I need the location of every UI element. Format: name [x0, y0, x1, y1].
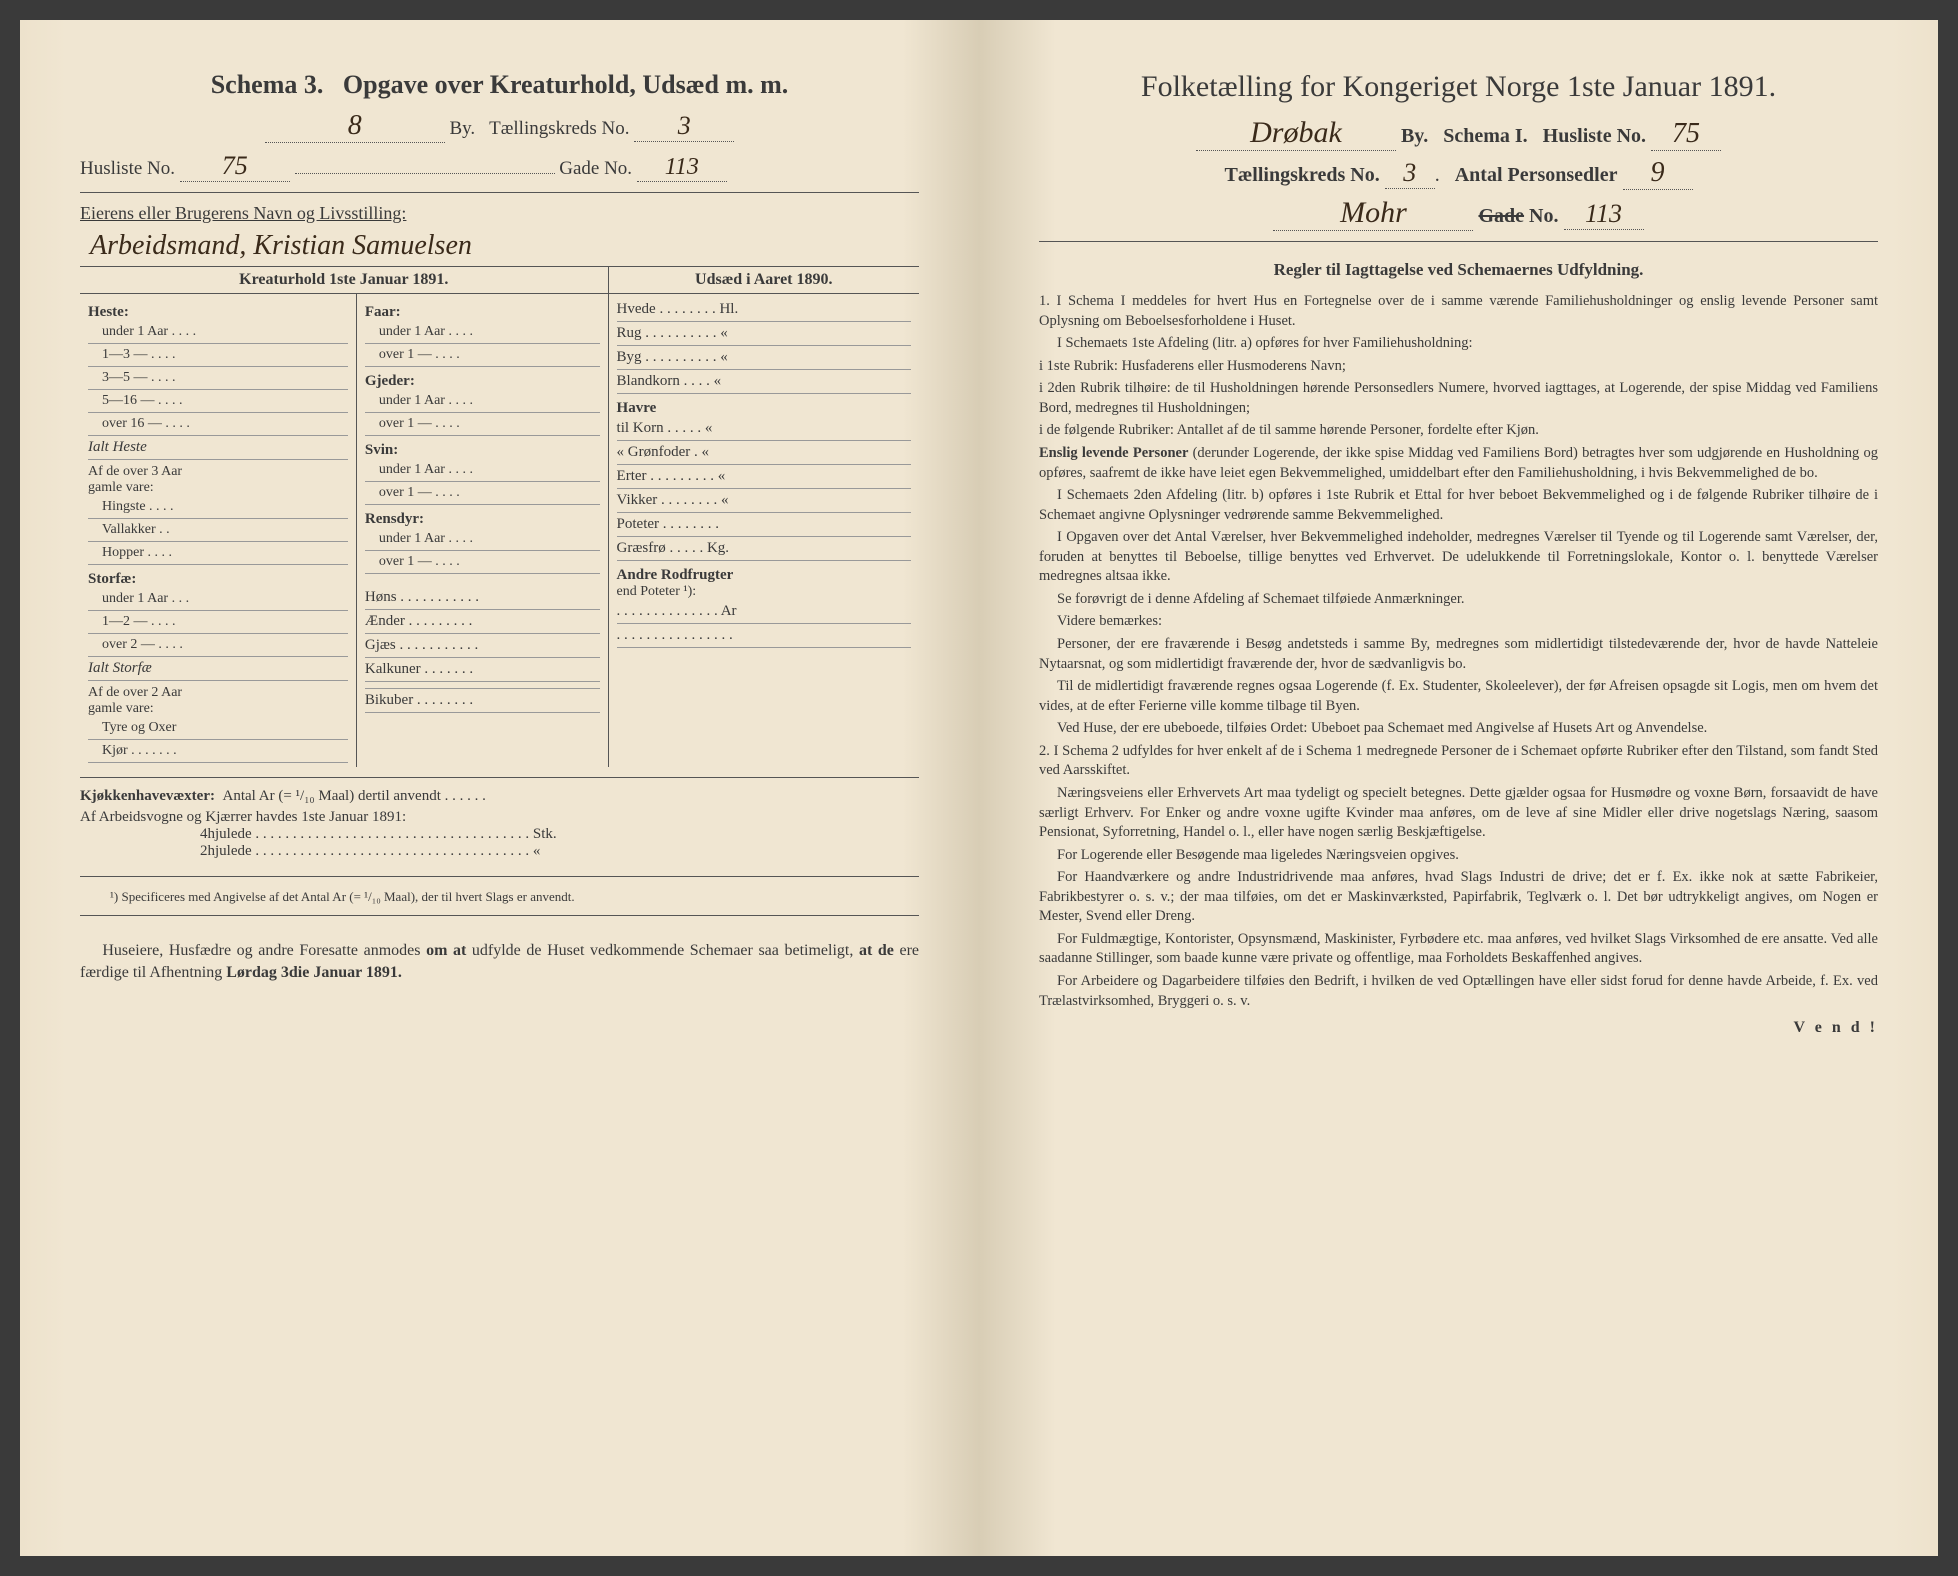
rules-header: Regler til Iagttagelse ved Schemaernes U…: [1039, 260, 1878, 280]
col-2: Faar: under 1 Aar . . . . over 1 — . . .…: [357, 294, 609, 767]
livestock-table: Heste: under 1 Aar . . . . 1—3 — . . . .…: [80, 293, 919, 767]
column-headers: Kreaturhold 1ste Januar 1891. Udsæd i Aa…: [80, 267, 919, 293]
kjokken-line: Kjøkkenhavevæxter: Antal Ar (= ¹/₁₀ Maal…: [80, 788, 919, 805]
right-title: Folketælling for Kongeriget Norge 1ste J…: [1039, 70, 1878, 104]
owner-value: Arbeidsmand, Kristian Samuelsen: [80, 230, 919, 267]
right-gade-row: Mohr Gade No. 113: [1039, 196, 1878, 231]
vogne-line: Af Arbeidsvogne og Kjærrer havdes 1ste J…: [80, 809, 919, 826]
left-page: Schema 3. Opgave over Kreaturhold, Udsæd…: [20, 20, 979, 1556]
footnote: ¹) Specificeres med Angivelse af det Ant…: [80, 889, 919, 905]
vend-label: V e n d !: [1039, 1019, 1878, 1037]
hjul2-line: 2hjulede . . . . . . . . . . . . . . . .…: [80, 843, 919, 860]
col-1: Heste: under 1 Aar . . . . 1—3 — . . . .…: [80, 294, 357, 767]
left-husliste-row: Husliste No. 75 Gade No. 113: [80, 151, 919, 182]
right-tk-row: Tællingskreds No. 3. Antal Personsedler …: [1039, 157, 1878, 190]
rules-body: 1. I Schema I meddeles for hvert Hus en …: [1039, 292, 1878, 1011]
col-3: Hvede . . . . . . . . Hl. Rug . . . . . …: [609, 294, 919, 767]
owner-label: Eierens eller Brugerens Navn og Livsstil…: [80, 203, 919, 224]
left-title: Schema 3. Opgave over Kreaturhold, Udsæd…: [80, 70, 919, 100]
right-by-row: Drøbak By. Schema I. Husliste No. 75: [1039, 116, 1878, 151]
bottom-notice: Huseiere, Husfædre og andre Foresatte an…: [80, 940, 919, 985]
hjul4-line: 4hjulede . . . . . . . . . . . . . . . .…: [80, 826, 919, 843]
left-by-row: 8 By. Tællingskreds No. 3: [80, 110, 919, 143]
book-spread: Schema 3. Opgave over Kreaturhold, Udsæd…: [20, 20, 1938, 1556]
right-page: Folketælling for Kongeriget Norge 1ste J…: [979, 20, 1938, 1556]
